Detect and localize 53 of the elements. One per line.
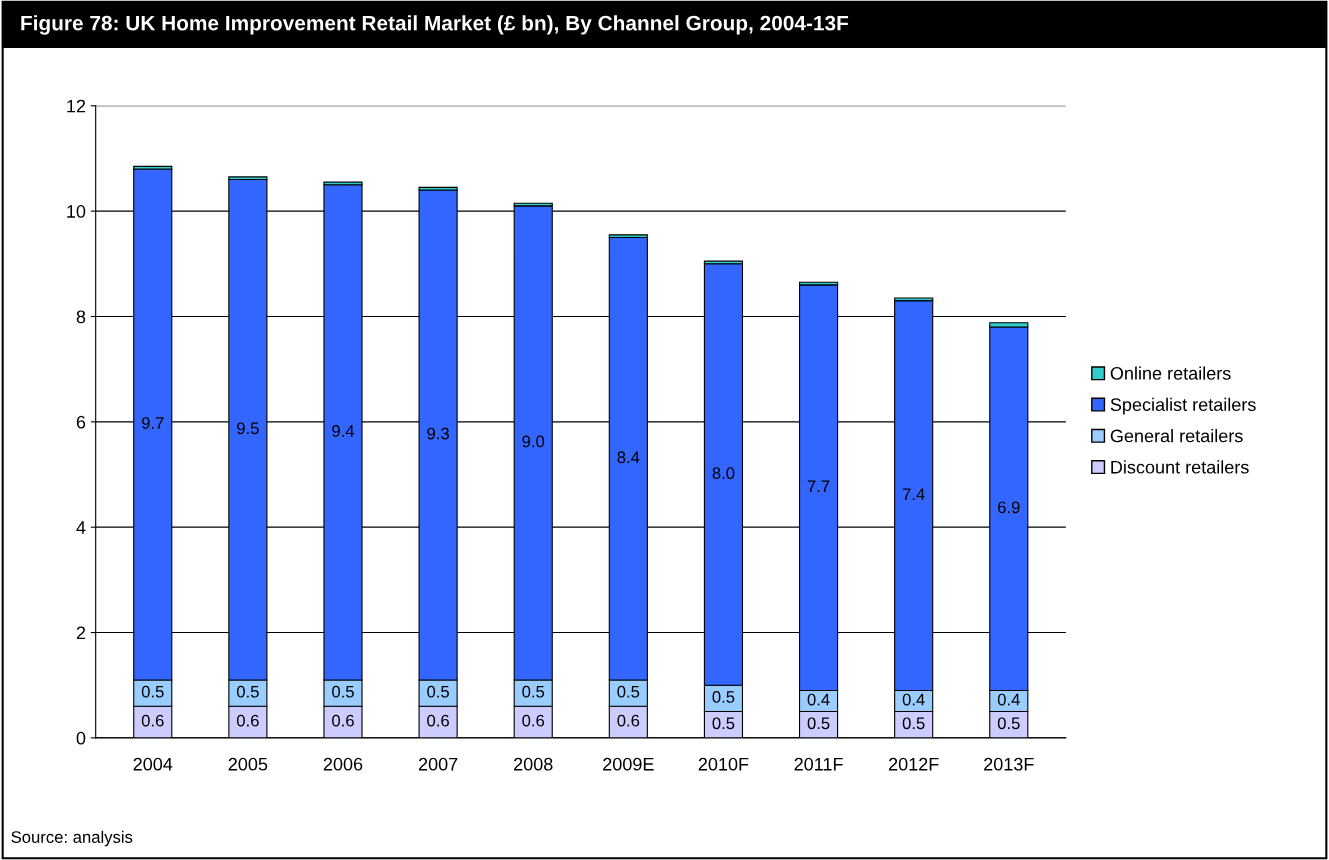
data-label: 0.6	[617, 714, 640, 727]
y-tick-label: 12	[67, 99, 86, 113]
source-note: Source: analysis	[11, 830, 133, 847]
data-label: 0.5	[807, 717, 830, 730]
data-label: 0.5	[712, 691, 735, 703]
legend-label: General retailers	[1110, 429, 1243, 443]
x-tick-label: 2013F	[984, 757, 1034, 771]
data-label: 0.5	[902, 717, 925, 730]
data-label: 0.6	[236, 714, 259, 727]
data-label: 0.5	[522, 685, 545, 698]
x-tick-label: 2010F	[698, 757, 749, 771]
data-label: 0.5	[617, 685, 640, 698]
data-label: 9.3	[427, 427, 449, 440]
data-label: 0.6	[141, 714, 164, 727]
data-label: 8.0	[712, 467, 735, 479]
y-tick-label: 10	[67, 205, 86, 218]
data-label: 9.7	[141, 417, 164, 429]
data-label: 0.6	[332, 714, 354, 727]
data-label: 0.4	[997, 693, 1020, 706]
legend-label: Discount retailers	[1111, 460, 1249, 474]
x-tick-label: 2008	[514, 757, 553, 771]
data-label: 0.5	[427, 685, 449, 698]
legend-label: Specialist retailers	[1110, 397, 1256, 415]
x-tick-label: 2012F	[888, 757, 939, 771]
x-tick-label: 2011F	[794, 757, 843, 771]
data-label: 0.5	[997, 717, 1020, 730]
x-tick-label: 2006	[323, 757, 363, 771]
data-label: 0.5	[236, 685, 259, 698]
data-label: 8.4	[617, 451, 640, 464]
x-tick-label: 2007	[418, 757, 458, 771]
legend-label: Online retailers	[1110, 366, 1231, 380]
data-label: 0.4	[807, 693, 830, 706]
data-label: 0.5	[712, 717, 735, 730]
y-tick-label: 2	[76, 626, 86, 640]
chart-title: Figure 78: UK Home Improvement Retail Market (£ bn), By Channel Group, 2004-13F	[21, 15, 849, 35]
data-label: 9.4	[332, 425, 355, 437]
data-label: 0.6	[427, 714, 449, 727]
data-label: 6.9	[998, 501, 1020, 514]
x-tick-label: 2005	[228, 757, 268, 771]
data-label: 0.4	[902, 693, 925, 706]
data-label: 9.5	[237, 422, 259, 435]
data-label: 7.4	[902, 488, 925, 500]
y-tick-label: 6	[76, 415, 86, 429]
y-tick-label: 8	[76, 310, 86, 324]
x-tick-label: 2009E	[603, 757, 654, 771]
data-label: 7.7	[807, 480, 830, 492]
data-label: 0.5	[332, 685, 354, 698]
data-label: 9.0	[522, 435, 545, 448]
y-tick-label: 0	[76, 731, 86, 745]
y-tick-label: 4	[76, 521, 86, 534]
data-label: 0.6	[522, 714, 545, 727]
x-tick-label: 2004	[133, 757, 173, 771]
data-label: 0.5	[141, 685, 164, 698]
